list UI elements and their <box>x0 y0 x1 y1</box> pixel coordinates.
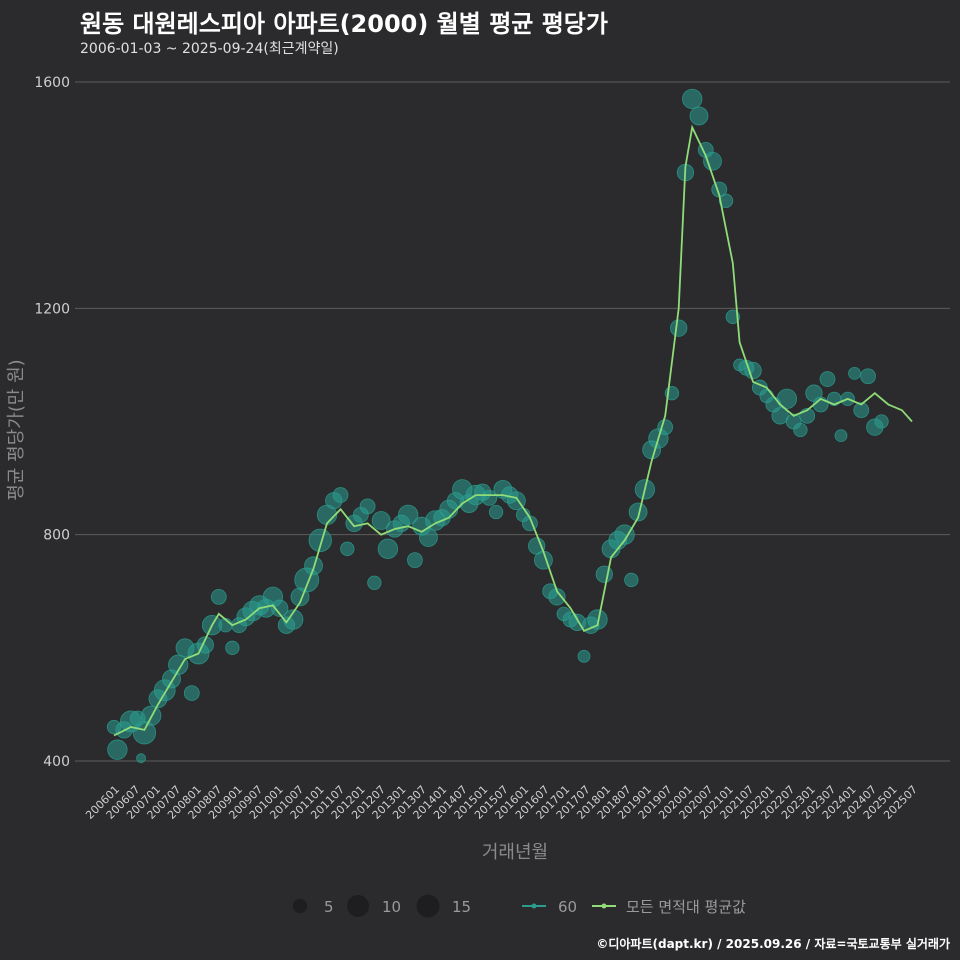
bubble-point <box>407 552 423 569</box>
bubble-point <box>271 599 289 617</box>
bubble-point <box>819 371 836 387</box>
bubble-point <box>308 528 332 552</box>
legend-size-label: 15 <box>452 898 471 916</box>
legend-series-60-marker <box>531 903 537 909</box>
bubble-point <box>793 422 808 438</box>
average-line-series <box>113 124 913 737</box>
bubble-point <box>595 565 613 583</box>
bubble-point <box>210 589 227 605</box>
legend-series-avg-label: 모든 면적대 평균값 <box>626 898 746 916</box>
x-axis-title: 거래년월 <box>482 842 548 863</box>
bubble-point <box>225 640 240 655</box>
bubble-point <box>183 685 200 701</box>
bubble-point <box>860 368 876 385</box>
bubble-point <box>624 572 639 588</box>
y-tick-label: 1600 <box>34 75 70 91</box>
bubble-point <box>367 575 382 590</box>
bubble-point <box>776 388 798 410</box>
legend-size-swatch <box>416 894 440 918</box>
legend-series-60-label: 60 <box>558 898 577 916</box>
footer-credit: ©디아파트(dapt.kr) / 2025.09.26 / 자료=국토교통부 실… <box>596 937 950 951</box>
legend-series-avg-marker <box>601 903 607 909</box>
bubble-point <box>703 151 722 171</box>
average-line <box>113 124 913 737</box>
bubble-point <box>614 524 635 545</box>
y-tick-label: 800 <box>43 528 70 544</box>
bubble-point <box>371 511 391 530</box>
bubble-point <box>332 487 349 503</box>
bubble-point <box>136 753 146 764</box>
legend-size-swatch <box>292 898 308 914</box>
y-axis-ticks: 400 800 1200 1600 <box>34 75 70 770</box>
bubble-point <box>689 106 709 126</box>
bubble-point <box>725 309 740 324</box>
legend-size-label: 5 <box>324 898 334 916</box>
legend-size-swatch <box>347 895 369 917</box>
bubble-point <box>670 319 688 337</box>
bubble-point <box>359 498 376 515</box>
bubble-point <box>168 654 189 675</box>
bubble-point <box>377 538 399 559</box>
bubble-point <box>481 489 498 506</box>
bubble-point <box>848 367 861 380</box>
bubble-point <box>682 88 703 110</box>
bubble-point <box>398 504 419 526</box>
grid-lines <box>75 81 950 762</box>
bubble-point <box>340 541 355 556</box>
chart-subtitle: 2006-01-03 ~ 2025-09-24(최근계약일) <box>80 41 339 57</box>
legend: 5 10 15 60 모든 면적대 평균값 <box>292 894 746 918</box>
bubble-point <box>488 504 504 520</box>
bubble-point <box>874 414 889 429</box>
y-tick-label: 1200 <box>34 301 70 317</box>
bubble-point <box>587 609 608 630</box>
chart-title: 원동 대원레스피아 아파트(2000) 월별 평균 평당가 <box>80 10 608 38</box>
bubble-point <box>577 649 591 663</box>
y-tick-label: 400 <box>43 754 70 770</box>
bubble-point <box>718 193 734 208</box>
bubble-point <box>744 361 762 380</box>
x-axis-ticks: 2006012006072007012007072008012008072009… <box>83 783 920 822</box>
bubble-point <box>628 502 648 522</box>
legend-size-label: 10 <box>382 898 401 916</box>
bubble-point <box>853 402 870 419</box>
bubble-series <box>106 88 889 764</box>
y-axis-title: 평균 평당가(만 원) <box>6 359 27 500</box>
bubble-point <box>834 429 848 443</box>
bubble-point <box>107 739 128 760</box>
